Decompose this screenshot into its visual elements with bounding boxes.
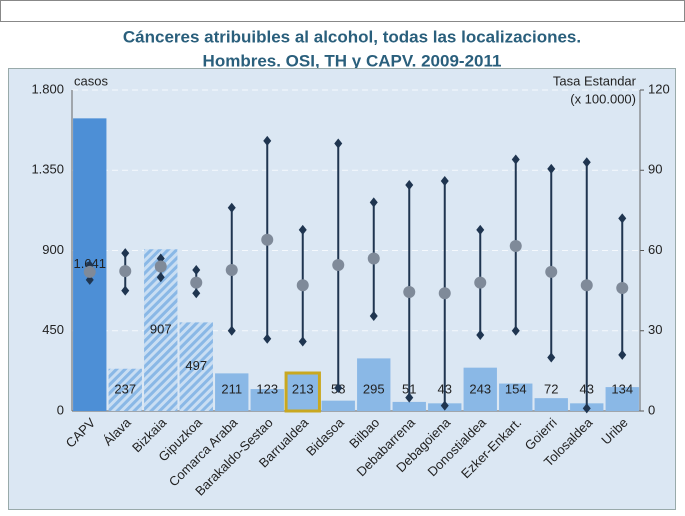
error-cap (227, 325, 236, 336)
bar (179, 322, 213, 411)
value-label: 154 (505, 381, 527, 396)
value-label: 295 (363, 381, 385, 396)
error-cap (440, 175, 449, 186)
error-cap (227, 202, 236, 213)
error-cap (476, 330, 485, 341)
bar (321, 400, 355, 411)
bar (463, 367, 497, 411)
y2-tick-label: 30 (648, 322, 662, 337)
error-cap (511, 154, 520, 165)
rate-point (367, 252, 380, 265)
chart-title: Cánceres atribuibles al alcohol, todas l… (123, 27, 581, 46)
error-cap (476, 224, 485, 235)
value-label: 243 (469, 381, 491, 396)
rate-point (296, 279, 309, 292)
value-label: 72 (544, 381, 558, 396)
bar (357, 358, 391, 411)
error-cap (334, 382, 343, 393)
rate-point (509, 239, 522, 252)
error-cap (192, 265, 201, 276)
error-cap (440, 400, 449, 411)
y2-tick-label: 0 (648, 402, 655, 417)
y2-axis-label: (x 100.000) (570, 91, 636, 106)
error-cap (369, 311, 378, 322)
y-tick-label: 450 (42, 322, 64, 337)
bar (605, 387, 639, 411)
bar (108, 368, 142, 411)
rate-point (545, 265, 558, 278)
y2-tick-label: 60 (648, 242, 662, 257)
value-label: 213 (292, 381, 314, 396)
value-label: 134 (611, 381, 633, 396)
y-tick-label: 0 (57, 402, 64, 417)
error-cap (298, 336, 307, 347)
rate-point (438, 287, 451, 300)
y2-tick-label: 120 (648, 81, 670, 96)
error-cap (263, 333, 272, 344)
plot-panel (8, 68, 676, 510)
error-cap (121, 285, 130, 296)
rate-point (261, 233, 274, 246)
error-cap (618, 213, 627, 224)
bar (534, 398, 568, 411)
value-label: 123 (256, 381, 278, 396)
rate-point (403, 285, 416, 298)
error-cap (121, 248, 130, 259)
y-tick-label: 1.350 (31, 162, 64, 177)
error-cap (263, 135, 272, 146)
chart-title: Hombres. OSI, TH y CAPV. 2009-2011 (203, 51, 502, 70)
rate-point (474, 276, 487, 289)
y-tick-label: 900 (42, 242, 64, 257)
error-cap (547, 352, 556, 363)
y2-tick-label: 90 (648, 162, 662, 177)
y-axis-label: casos (74, 73, 108, 88)
rate-point (225, 264, 238, 277)
error-cap (192, 288, 201, 299)
header-strip (0, 0, 685, 22)
rate-point (154, 260, 167, 273)
error-cap (298, 224, 307, 235)
rate-point (580, 279, 593, 292)
error-cap (334, 138, 343, 149)
value-label: 497 (185, 358, 207, 373)
error-cap (582, 403, 591, 414)
value-label: 237 (114, 381, 136, 396)
bar (284, 371, 321, 413)
y-tick-label: 1.800 (31, 81, 64, 96)
rate-point (83, 265, 96, 278)
rate-point (190, 276, 203, 289)
error-cap (511, 325, 520, 336)
rate-point (119, 265, 132, 278)
value-label: 211 (221, 381, 242, 396)
y2-axis-label: Tasa Estandar (553, 73, 637, 88)
error-cap (405, 392, 414, 403)
error-cap (369, 197, 378, 208)
bar (215, 373, 249, 411)
error-cap (156, 272, 165, 283)
bar (250, 389, 284, 411)
bar (499, 383, 533, 411)
error-cap (618, 349, 627, 360)
error-cap (405, 179, 414, 190)
error-cap (582, 157, 591, 168)
error-cap (547, 163, 556, 174)
bar (392, 401, 426, 411)
rate-point (332, 258, 345, 271)
rate-point (616, 281, 629, 294)
value-label: 907 (150, 322, 172, 337)
